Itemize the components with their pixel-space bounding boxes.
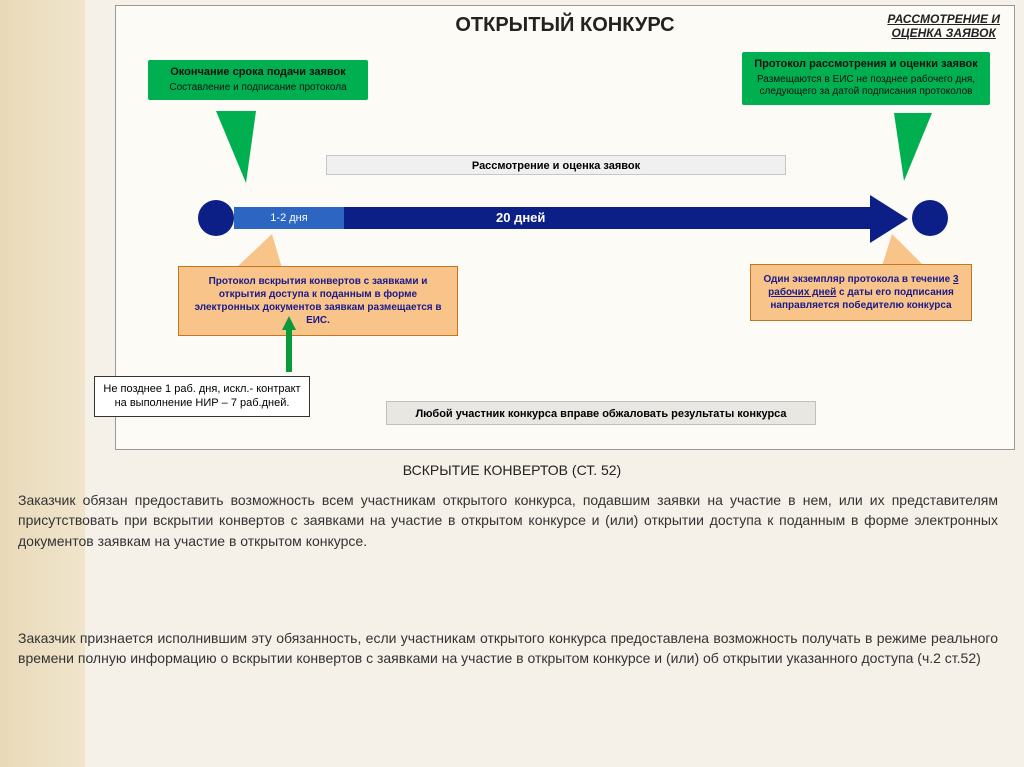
paragraph-1: Заказчик обязан предоставить возможность…: [18, 490, 998, 551]
diagram-subtitle: РАССМОТРЕНИЕ И ОЦЕНКА ЗАЯВОК: [887, 12, 1000, 41]
callout-orange-right: Один экземпляр протокола в течение 3 раб…: [750, 264, 972, 321]
pointer-orange-left: [236, 234, 282, 268]
pointer-green-left: [216, 111, 256, 183]
timeline-start-node: [198, 200, 234, 236]
timeline-seg2: 20 дней: [496, 210, 545, 225]
section-title: ВСКРЫТИЕ КОНВЕРТОВ (СТ. 52): [0, 462, 1024, 478]
pointer-orange-right: [882, 234, 924, 266]
callout-green-left-hdr: Окончание срока подачи заявок: [156, 66, 360, 80]
callout-green-right-sub: Размещаются в ЕИС не позднее рабочего дн…: [750, 74, 982, 99]
timeline-end-node: [912, 200, 948, 236]
diagram-area: ОТКРЫТЫЙ КОНКУРС РАССМОТРЕНИЕ И ОЦЕНКА З…: [115, 5, 1015, 450]
diagram-title: ОТКРЫТЫЙ КОНКУРС: [455, 14, 674, 37]
callout-green-right: Протокол рассмотрения и оценки заявок Ра…: [742, 52, 990, 105]
bottom-banner: Любой участник конкурса вправе обжаловат…: [386, 401, 816, 425]
midbar-label: Рассмотрение и оценка заявок: [326, 155, 786, 175]
note-box: Не позднее 1 раб. дня, искл.- контракт н…: [94, 376, 310, 417]
timeline-seg1: 1-2 дня: [234, 207, 344, 229]
paragraph-2: Заказчик признается исполнившим эту обяз…: [18, 628, 998, 669]
pointer-green-right: [894, 113, 932, 181]
cor-part1: Один экземпляр протокола в течение: [763, 274, 953, 285]
callout-orange-left: Протокол вскрытия конвертов с заявками и…: [178, 266, 458, 336]
callout-green-left: Окончание срока подачи заявок Составлени…: [148, 60, 368, 100]
callout-green-left-sub: Составление и подписание протокола: [156, 82, 360, 95]
callout-green-right-hdr: Протокол рассмотрения и оценки заявок: [750, 58, 982, 72]
